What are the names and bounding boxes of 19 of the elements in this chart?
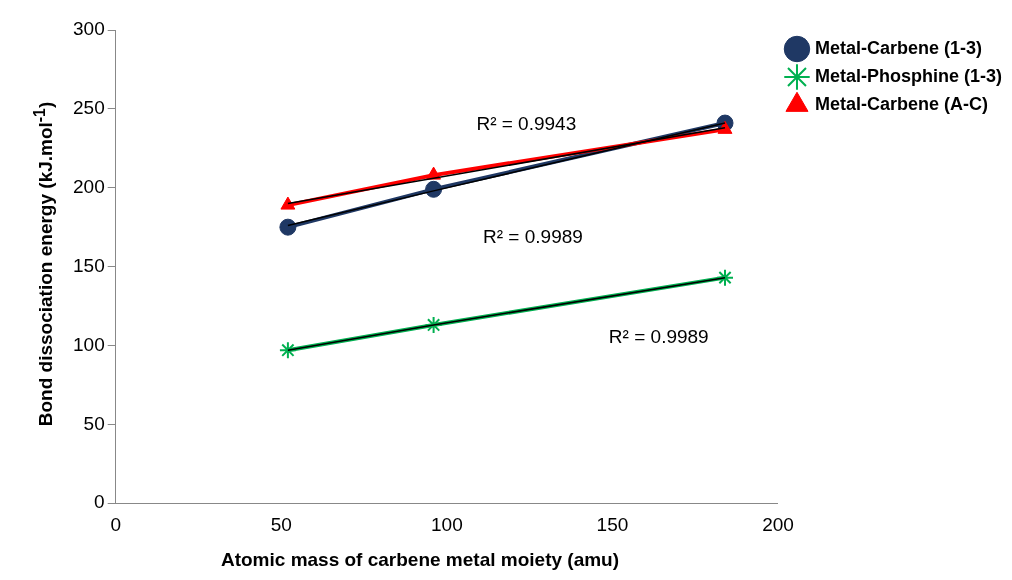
legend-label: Metal-Carbene (1-3) xyxy=(814,37,983,58)
y-tick-label: 200 xyxy=(73,175,105,197)
x-axis-title: Atomic mass of carbene metal moiety (amu) xyxy=(220,549,620,571)
annotation: R² = 0.9989 xyxy=(483,226,583,248)
legend-label: Metal-Phosphine (1-3) xyxy=(814,65,1003,86)
x-tick-label: 50 xyxy=(270,513,292,535)
y-tick-label: 250 xyxy=(73,97,105,119)
x-tick-label: 150 xyxy=(596,513,629,535)
annotation: R² = 0.9943 xyxy=(476,112,577,134)
legend-label: Metal-Carbene (A-C) xyxy=(814,93,988,114)
y-tick-label: 100 xyxy=(73,333,105,355)
annotation: R² = 0.9989 xyxy=(608,325,709,347)
y-tick-label: 0 xyxy=(94,491,105,513)
x-tick-label: 100 xyxy=(430,513,463,535)
x-tick-label: 0 xyxy=(110,513,121,535)
x-tick-label: 200 xyxy=(762,513,794,535)
y-tick-label: 150 xyxy=(73,254,105,276)
y-tick-label: 50 xyxy=(83,412,105,434)
y-tick-label: 300 xyxy=(73,18,105,40)
